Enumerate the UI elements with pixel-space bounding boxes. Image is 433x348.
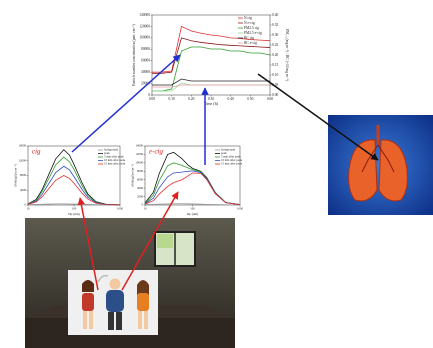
y-tick-label: 2000	[137, 194, 144, 198]
x-axis-label: Dp (nm)	[187, 212, 199, 216]
y2-tick-label: 0.40	[272, 13, 278, 17]
y-axis-label: Particle number concentration (part. cm⁻…	[132, 24, 136, 86]
y2-axis-label: PM₂.₅ (mg m⁻³) / BC (×10 mg m⁻³)	[285, 29, 289, 82]
y2-tick-label: 0.25	[272, 43, 278, 47]
y-tick-label: 0	[148, 93, 150, 97]
figure: 0.000.100.200.300.400.500.60020000400006…	[0, 0, 433, 348]
x-tick-label: 100	[190, 207, 195, 211]
y-tick-label: 140000	[139, 13, 150, 17]
y-tick-label: 10000	[136, 161, 144, 165]
x-tick-label: 10	[144, 207, 148, 211]
y-tick-label: 60000	[141, 59, 150, 63]
y-tick-label: 120000	[139, 24, 150, 28]
y-tick-label: 8000	[20, 173, 27, 177]
y-tick-label: 16000	[19, 144, 27, 148]
x-tick-label: 0.60	[267, 97, 273, 101]
y-axis-label: dN/dlogDp (cm⁻³)	[14, 164, 18, 186]
x-tick-label: 10	[27, 207, 31, 211]
x-axis-label: Dp (nm)	[68, 212, 80, 216]
y-axis-label: dN/dlogDp (cm⁻³)	[131, 164, 135, 186]
chart-title: e-cig	[149, 148, 163, 156]
x-tick-label: 0.00	[149, 97, 155, 101]
legend-label: PM2.5 e-cig	[244, 31, 262, 35]
y-tick-label: 40000	[141, 70, 150, 74]
y2-tick-label: 0.15	[272, 63, 278, 67]
y-tick-label: 100000	[139, 36, 150, 40]
legend-label: N e-cig	[244, 21, 255, 25]
y2-tick-label: 0.30	[272, 33, 278, 37]
y2-tick-label: 0.00	[272, 93, 278, 97]
y-tick-label: 12000	[19, 158, 27, 162]
y2-tick-label: 0.10	[272, 73, 278, 77]
y-tick-label: 12000	[136, 152, 144, 156]
legend-label: 15 min after peak	[221, 162, 243, 166]
x-tick-label: 0.50	[247, 97, 253, 101]
legend-label: N cig	[244, 16, 252, 20]
y-tick-label: 4000	[20, 188, 27, 192]
x-axis-label: Time (h)	[204, 101, 219, 106]
y-tick-label: 8000	[137, 169, 144, 173]
x-tick-label: 1000	[237, 207, 244, 211]
chart-title: cig	[32, 148, 41, 156]
legend-label: BC e-cig	[244, 41, 257, 45]
y-tick-label: 6000	[137, 177, 144, 181]
legend-label: BC cig	[244, 36, 254, 40]
y-tick-label: 80000	[141, 47, 150, 51]
y-tick-label: 4000	[137, 186, 144, 190]
x-tick-label: 1000	[117, 207, 124, 211]
lungs-image	[328, 115, 433, 215]
legend-label: 15 min after peak	[104, 162, 126, 166]
legend-label: PM2.5 cig	[244, 26, 259, 30]
x-tick-label: 0.10	[169, 97, 175, 101]
y2-tick-label: 0.35	[272, 23, 278, 27]
y-tick-label: 14000	[136, 144, 144, 148]
y2-tick-label: 0.20	[272, 53, 278, 57]
room-image	[25, 218, 235, 348]
x-tick-label: 0.20	[188, 97, 194, 101]
x-tick-label: 0.40	[228, 97, 234, 101]
x-tick-label: 100	[72, 207, 77, 211]
